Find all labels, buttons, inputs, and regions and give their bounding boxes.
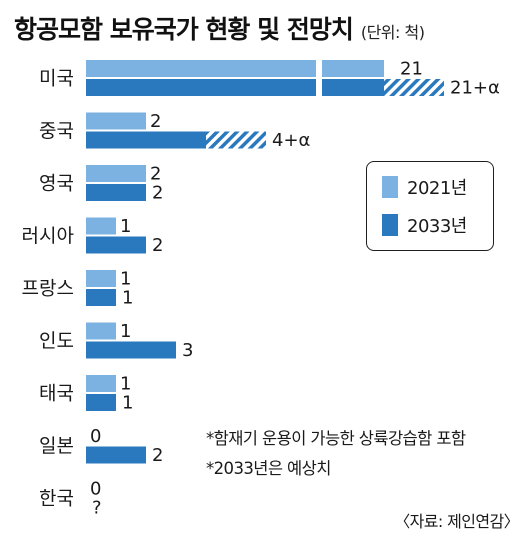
chart-header: 항공모함 보유국가 현황 및 전망치 (단위: 척) [14,10,425,46]
source-credit: 〈자료: 제인연감〉 [394,512,519,531]
value-label-2033: 21+α [450,78,500,99]
category-label: 한국 [39,488,74,510]
category-label: 인도 [39,330,74,352]
value-label-2021: 1 [120,269,131,290]
bar-2033 [322,79,384,96]
legend: 2021년 2033년 [366,161,494,251]
category-label: 일본 [39,435,74,457]
bar-2021 [86,112,146,130]
bar-2033 [86,446,146,464]
category-label: 러시아 [22,225,74,247]
value-label-2033: ? [92,498,102,519]
bar-2033 [86,394,116,411]
value-label-2021: 2 [150,164,161,185]
category-label: 프랑스 [22,278,74,300]
bar-2021 [322,60,384,77]
bar-2033 [86,79,316,96]
bar-2033 [86,289,116,306]
footnote-projection: *2033년은 예상치 [206,459,331,478]
legend-label-2033: 2033년 [407,216,467,237]
bar-2021 [86,165,146,182]
bar-2033 [86,236,146,254]
bar-2021 [86,270,116,287]
bar-2021 [86,217,116,235]
bar-2033 [86,184,146,201]
bar-2033-alpha-extension [206,131,266,149]
bars [86,60,444,464]
legend-label-2021: 2021년 [407,178,467,199]
bar-2033 [86,131,206,149]
chart-title: 항공모함 보유국가 현황 및 전망치 [14,15,354,44]
category-label: 미국 [39,68,74,90]
bar-2033 [86,341,176,359]
legend-swatch-2021 [382,176,398,198]
unit-label: (단위: 척) [360,23,425,42]
value-label-2021: 1 [120,321,131,342]
value-label-2033: 1 [122,288,133,309]
value-label-2021: 2 [150,111,161,132]
value-label-2021: 21 [400,59,423,80]
legend-item-2021: 2021년 [382,174,467,200]
value-label-2033: 2 [152,183,163,204]
footnote-amphibious: *함재기 운용이 가능한 상륙강습함 포함 [206,429,466,448]
value-label-2033: 2 [152,235,163,256]
bar-2021 [86,60,316,77]
value-label-2021: 0 [90,479,101,500]
bar-2021 [86,375,116,392]
value-label-2033: 3 [182,340,193,361]
value-label-2021: 0 [90,426,101,447]
legend-swatch-2033 [382,214,398,236]
category-label: 중국 [39,120,74,142]
value-label-2033: 1 [122,393,133,414]
bar-2021 [86,322,116,340]
category-label: 영국 [39,173,74,195]
category-label: 태국 [39,383,74,405]
value-label-2021: 1 [120,374,131,395]
value-label-2033: 4+α [272,130,310,151]
value-label-2021: 1 [120,216,131,237]
value-label-2033: 2 [152,445,163,466]
footnotes: *함재기 운용이 가능한 상륙강습함 포함 *2033년은 예상치 [206,424,466,484]
bar-2033-alpha-extension [384,79,444,96]
legend-item-2033: 2033년 [382,212,467,238]
